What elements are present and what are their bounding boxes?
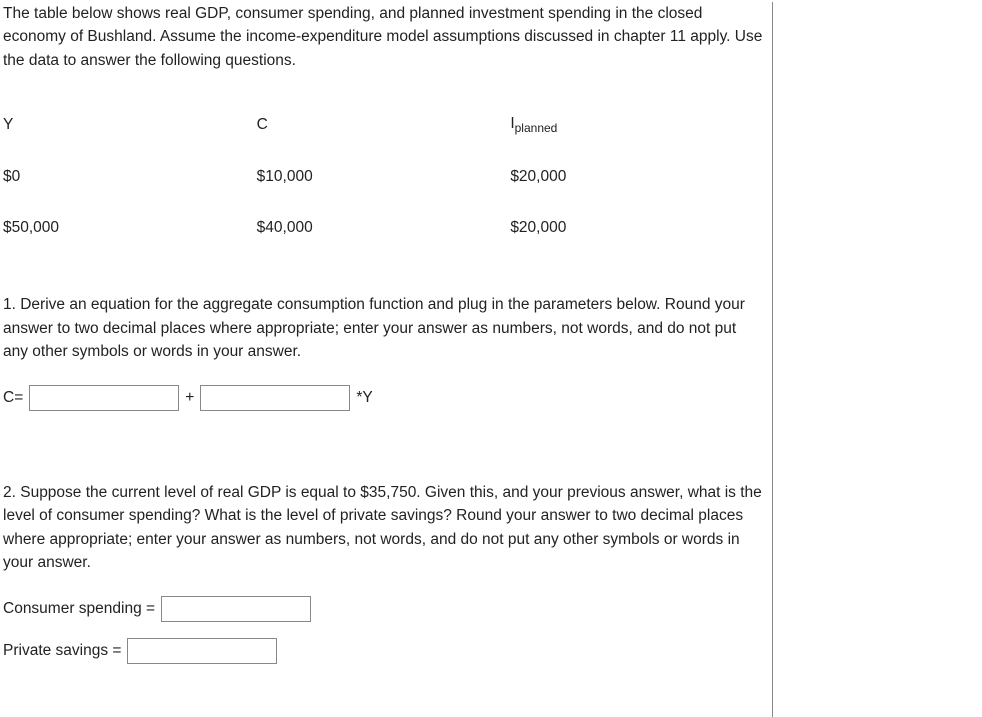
c-slope-input[interactable] bbox=[200, 385, 350, 411]
i-subscript: planned bbox=[515, 121, 558, 135]
table-row: $50,000 $40,000 $20,000 bbox=[3, 202, 764, 253]
consumer-spending-row: Consumer spending = bbox=[3, 596, 764, 622]
cell-i-1: $20,000 bbox=[510, 202, 764, 253]
plus-label: + bbox=[185, 386, 194, 409]
data-table: Y C Iplanned $0 $10,000 $20,000 $50,000 … bbox=[3, 98, 764, 254]
table-header-row: Y C Iplanned bbox=[3, 98, 764, 151]
private-savings-row: Private savings = bbox=[3, 638, 764, 664]
private-savings-label: Private savings = bbox=[3, 639, 121, 662]
cell-c-1: $40,000 bbox=[257, 202, 511, 253]
intro-text: The table below shows real GDP, consumer… bbox=[3, 2, 764, 72]
cell-i-0: $20,000 bbox=[510, 151, 764, 202]
col-header-y: Y bbox=[3, 98, 257, 151]
private-savings-input[interactable] bbox=[127, 638, 277, 664]
question-panel: The table below shows real GDP, consumer… bbox=[3, 2, 773, 717]
col-header-c: C bbox=[257, 98, 511, 151]
cell-y-1: $50,000 bbox=[3, 202, 257, 253]
c-equals-label: C= bbox=[3, 386, 23, 409]
table-row: $0 $10,000 $20,000 bbox=[3, 151, 764, 202]
col-header-i: Iplanned bbox=[510, 98, 764, 151]
equation-row-1: C= + *Y bbox=[3, 385, 764, 411]
consumer-spending-input[interactable] bbox=[161, 596, 311, 622]
times-y-label: *Y bbox=[356, 386, 372, 409]
cell-c-0: $10,000 bbox=[257, 151, 511, 202]
consumer-spending-label: Consumer spending = bbox=[3, 597, 155, 620]
question-2-text: 2. Suppose the current level of real GDP… bbox=[3, 481, 764, 574]
question-1-text: 1. Derive an equation for the aggregate … bbox=[3, 293, 764, 363]
c-intercept-input[interactable] bbox=[29, 385, 179, 411]
cell-y-0: $0 bbox=[3, 151, 257, 202]
